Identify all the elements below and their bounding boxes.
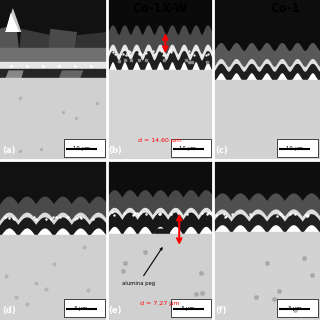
- Text: 3 μm: 3 μm: [75, 306, 88, 311]
- Text: (f): (f): [215, 306, 227, 315]
- Polygon shape: [59, 70, 84, 78]
- Text: (e): (e): [109, 306, 122, 315]
- Text: (b): (b): [109, 146, 123, 155]
- FancyBboxPatch shape: [277, 299, 318, 317]
- Polygon shape: [75, 32, 107, 51]
- FancyBboxPatch shape: [171, 299, 211, 317]
- Text: (c): (c): [215, 146, 228, 155]
- Polygon shape: [5, 8, 21, 32]
- Text: (d): (d): [2, 306, 16, 315]
- Text: 10 μm: 10 μm: [179, 146, 196, 151]
- Text: Co-1X-W: Co-1X-W: [132, 2, 188, 15]
- FancyBboxPatch shape: [64, 299, 105, 317]
- Text: d = 7.27 μm: d = 7.27 μm: [140, 301, 180, 307]
- Text: 10 μm: 10 μm: [286, 146, 303, 151]
- Polygon shape: [293, 6, 320, 29]
- Polygon shape: [19, 29, 51, 51]
- Polygon shape: [5, 13, 19, 32]
- Polygon shape: [48, 29, 77, 51]
- FancyBboxPatch shape: [64, 139, 105, 157]
- Text: (a): (a): [2, 146, 15, 155]
- Text: Co-1: Co-1: [270, 2, 300, 15]
- Polygon shape: [154, 228, 171, 244]
- Text: 3 μm: 3 μm: [181, 306, 195, 311]
- FancyBboxPatch shape: [277, 139, 318, 157]
- Text: 10 μm: 10 μm: [73, 146, 90, 151]
- Polygon shape: [5, 70, 23, 78]
- Polygon shape: [157, 241, 167, 252]
- Text: 3 μm: 3 μm: [288, 306, 301, 311]
- Text: d = 14.60 μm: d = 14.60 μm: [139, 138, 181, 143]
- Text: alumina peg: alumina peg: [122, 248, 162, 286]
- FancyBboxPatch shape: [171, 139, 211, 157]
- Polygon shape: [0, 24, 19, 51]
- Polygon shape: [283, 3, 320, 45]
